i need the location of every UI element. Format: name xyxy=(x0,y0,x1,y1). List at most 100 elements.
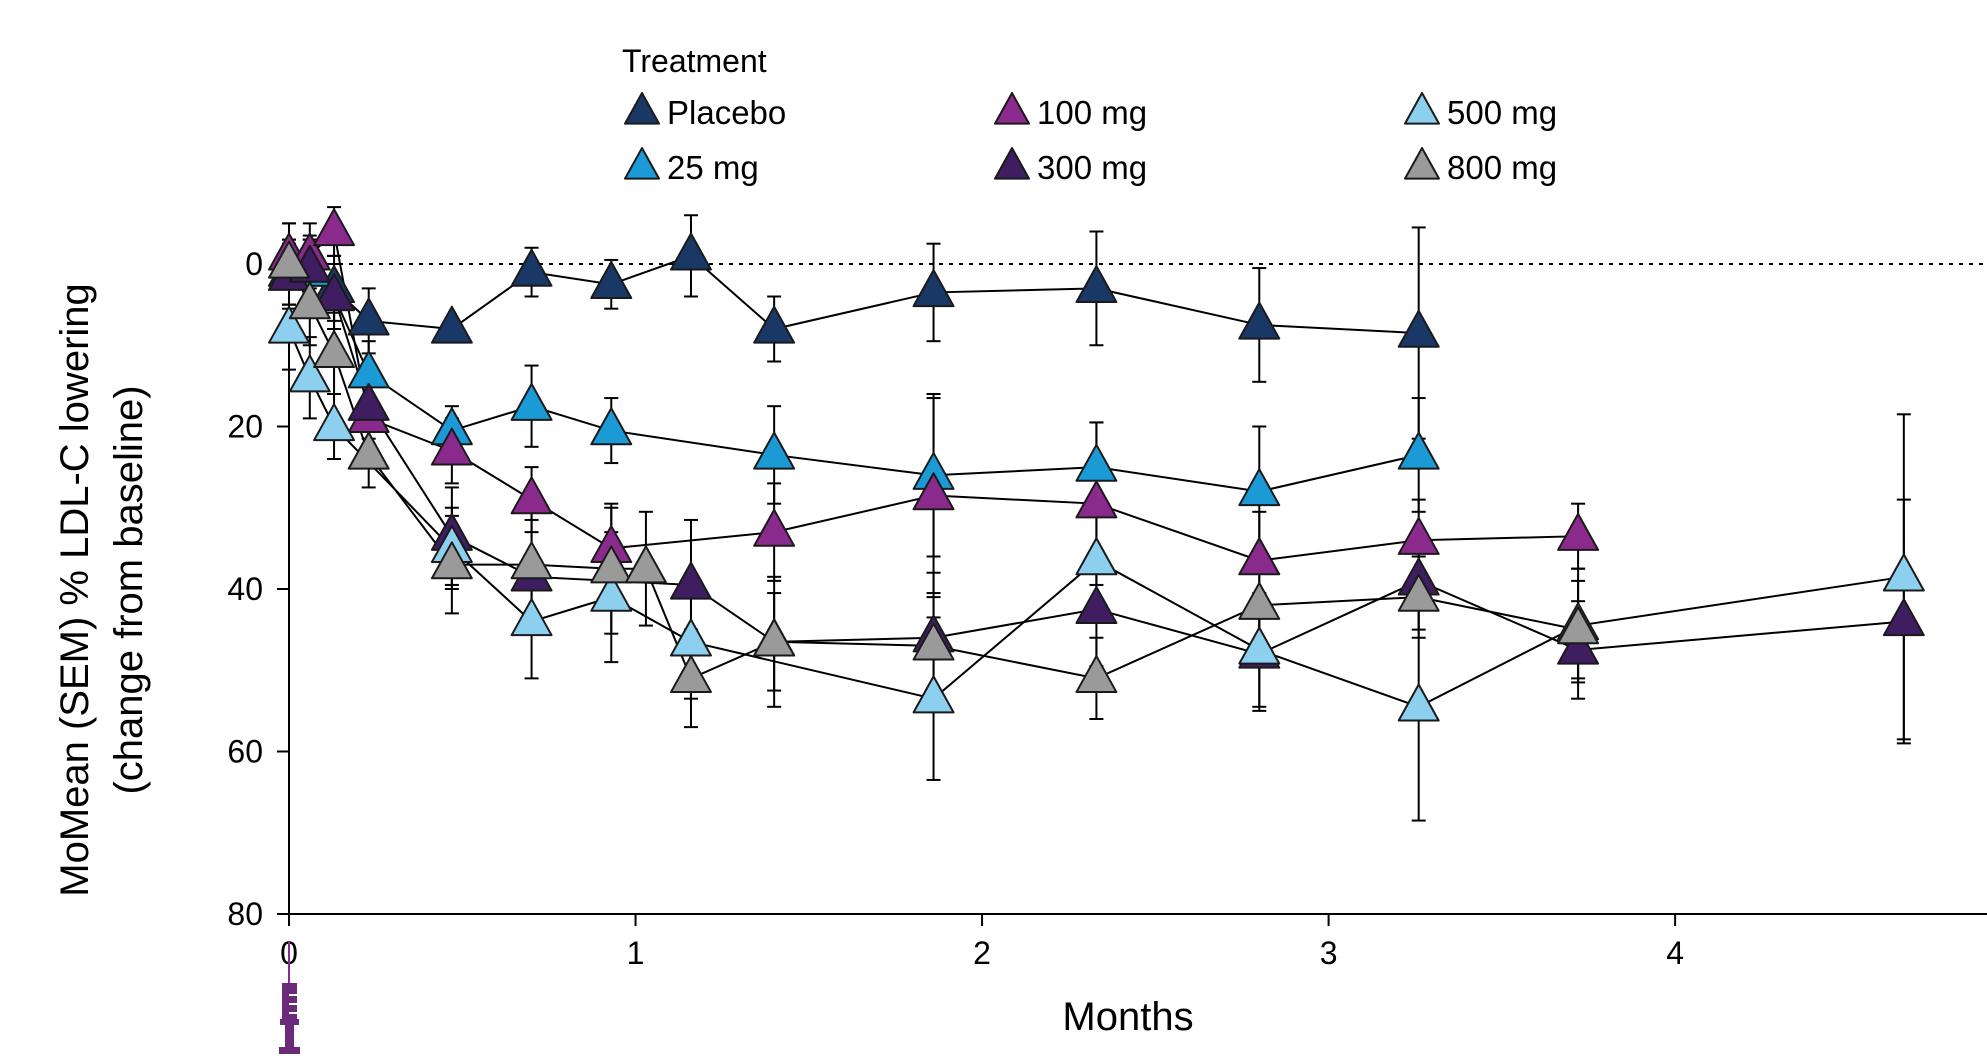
y-tick-label-4: 80 xyxy=(227,896,263,932)
data-point-800-mg xyxy=(753,618,796,657)
data-point-500-mg xyxy=(669,618,712,657)
data-point-25-mg xyxy=(510,382,553,421)
data-point-placebo xyxy=(510,248,553,287)
data-point-100-mg xyxy=(1397,516,1440,555)
data-point-300-mg xyxy=(1882,598,1925,637)
data-point-800-mg xyxy=(268,240,310,279)
legend-entry-placebo: Placebo xyxy=(624,92,786,131)
data-point-500-mg xyxy=(912,675,955,714)
data-point-placebo xyxy=(912,269,955,308)
legend-entry-300-mg: 300 mg xyxy=(994,147,1147,186)
data-point-100-mg xyxy=(430,427,473,466)
x-axis-title: Months xyxy=(1062,995,1193,1039)
data-point-800-mg xyxy=(288,281,331,320)
data-point-500-mg xyxy=(313,403,356,442)
data-point-300-mg xyxy=(347,382,390,421)
plot-series xyxy=(268,206,1925,822)
data-point-25-mg xyxy=(347,350,390,389)
syringe-icon xyxy=(279,942,300,1054)
legend-marker xyxy=(1404,147,1440,180)
data-point-placebo xyxy=(1075,265,1118,304)
x-tick-label-1: 1 xyxy=(627,935,645,971)
data-point-100-mg xyxy=(313,208,356,247)
data-point-500-mg xyxy=(1882,553,1925,592)
data-point-800-mg xyxy=(313,330,356,369)
data-point-500-mg xyxy=(510,598,553,637)
data-point-25-mg xyxy=(753,431,796,470)
x-tick-label-2: 2 xyxy=(973,935,991,971)
data-point-100-mg xyxy=(753,508,796,547)
legend-label: 25 mg xyxy=(667,149,759,186)
data-point-placebo xyxy=(1238,301,1281,340)
data-point-500-mg xyxy=(590,573,633,612)
data-point-25-mg xyxy=(1397,431,1440,470)
markers-placebo xyxy=(268,232,1440,348)
data-point-25-mg xyxy=(590,407,633,446)
legend-marker xyxy=(624,147,660,180)
legend-marker xyxy=(994,147,1030,180)
data-point-800-mg xyxy=(1075,655,1118,694)
legend-label: 800 mg xyxy=(1447,149,1557,186)
x-tick-label-3: 3 xyxy=(1320,935,1338,971)
data-point-100-mg xyxy=(510,476,553,515)
y-tick-label-0: 0 xyxy=(245,246,263,282)
data-point-placebo xyxy=(430,305,473,344)
y-tick-label-2: 40 xyxy=(227,571,263,607)
legend-label: 500 mg xyxy=(1447,94,1557,131)
data-point-500-mg xyxy=(268,305,310,344)
data-point-placebo xyxy=(590,260,633,299)
y-tick-label-1: 20 xyxy=(227,409,263,445)
data-point-100-mg xyxy=(912,472,955,511)
legend: Treatment Placebo 25 mg 100 mg 300 mg 500 mg… xyxy=(622,43,1557,186)
legend-entry-500-mg: 500 mg xyxy=(1404,92,1557,131)
data-point-100-mg xyxy=(1557,512,1600,551)
y-axis-title-line-2: (change from baseline) xyxy=(107,385,151,794)
legend-label: 300 mg xyxy=(1037,149,1147,186)
series-25-mg xyxy=(282,238,1426,558)
data-point-placebo xyxy=(1397,309,1440,348)
data-point-100-mg xyxy=(1238,537,1281,576)
markers-800-mg xyxy=(268,240,1600,694)
legend-marker xyxy=(994,92,1030,125)
series-line-300-mg xyxy=(288,266,1904,656)
data-point-300-mg xyxy=(1557,626,1600,665)
data-point-800-mg xyxy=(590,545,633,584)
data-point-800-mg xyxy=(347,431,390,470)
legend-label: Placebo xyxy=(667,94,786,131)
data-point-300-mg xyxy=(1075,585,1118,624)
y-axis-ticks: 0 20 40 60 80 xyxy=(227,246,289,932)
data-point-800-mg xyxy=(624,545,667,584)
data-point-800-mg xyxy=(510,541,553,580)
legend-title: Treatment xyxy=(622,43,767,79)
data-point-500-mg xyxy=(1075,537,1118,576)
data-point-300-mg xyxy=(669,561,712,600)
data-point-500-mg xyxy=(288,354,331,393)
data-point-800-mg xyxy=(1557,606,1600,645)
data-point-25-mg xyxy=(1075,443,1118,482)
data-point-500-mg xyxy=(1397,683,1440,722)
data-point-placebo xyxy=(347,297,390,336)
y-axis-title-line-1: MoMean (SEM) % LDL-C lowering xyxy=(53,283,97,897)
data-point-placebo xyxy=(669,232,712,271)
data-point-800-mg xyxy=(1238,581,1281,620)
legend-label: 100 mg xyxy=(1037,94,1147,131)
data-point-800-mg xyxy=(1397,573,1440,612)
legend-marker xyxy=(624,92,660,125)
data-point-300-mg xyxy=(313,273,356,312)
legend-entry-25-mg: 25 mg xyxy=(624,147,759,186)
data-point-100-mg xyxy=(1075,480,1118,519)
axes: 0 1 2 3 4 0 20 40 60 80 xyxy=(227,245,1987,971)
data-point-800-mg xyxy=(669,655,712,694)
data-point-500-mg xyxy=(1238,626,1281,665)
data-point-800-mg xyxy=(430,541,473,580)
legend-marker xyxy=(1404,92,1440,125)
data-point-800-mg xyxy=(912,622,955,661)
legend-entry-800-mg: 800 mg xyxy=(1404,147,1557,186)
y-tick-label-3: 60 xyxy=(227,734,263,770)
markers-25-mg xyxy=(268,248,1440,507)
legend-entry-100-mg: 100 mg xyxy=(994,92,1147,131)
data-point-25-mg xyxy=(1238,468,1281,507)
data-point-placebo xyxy=(753,305,796,344)
